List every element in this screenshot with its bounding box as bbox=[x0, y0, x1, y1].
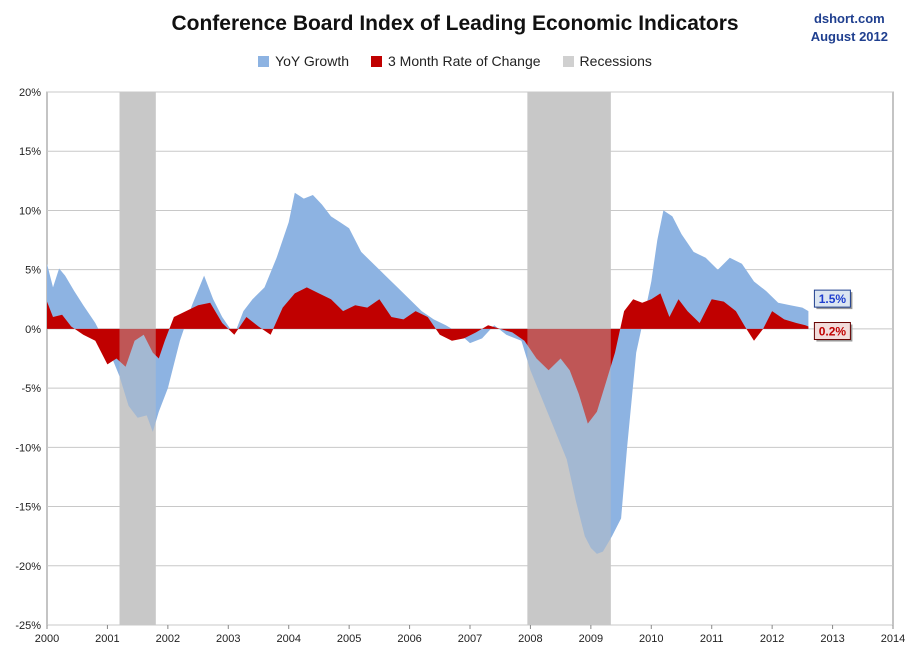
source-date: August 2012 bbox=[810, 29, 888, 44]
source-credit: dshort.com August 2012 bbox=[811, 10, 888, 46]
x-tick-label: 2011 bbox=[700, 633, 724, 645]
y-tick-label: -15% bbox=[15, 502, 41, 514]
x-tick-label: 2008 bbox=[518, 633, 542, 645]
x-tick-label: 2004 bbox=[276, 633, 300, 645]
x-tick-label: 2001 bbox=[95, 633, 119, 645]
recession-overlay bbox=[119, 92, 156, 625]
legend-item-yoy: YoY Growth bbox=[258, 53, 349, 69]
y-tick-label: 15% bbox=[19, 146, 41, 158]
legend-label-yoy: YoY Growth bbox=[275, 53, 349, 69]
y-tick-label: 10% bbox=[19, 205, 41, 217]
x-tick-label: 2006 bbox=[397, 633, 421, 645]
x-tick-label: 2012 bbox=[760, 633, 784, 645]
y-tick-label: 20% bbox=[19, 87, 41, 99]
y-tick-label: 0% bbox=[25, 324, 41, 336]
source-site: dshort.com bbox=[813, 11, 885, 26]
y-tick-label: -25% bbox=[15, 620, 41, 632]
x-tick-label: 2010 bbox=[639, 633, 663, 645]
legend-item-3month: 3 Month Rate of Change bbox=[371, 53, 541, 69]
x-tick-label: 2005 bbox=[337, 633, 361, 645]
y-tick-label: -20% bbox=[15, 561, 41, 573]
chart-title: Conference Board Index of Leading Econom… bbox=[171, 12, 739, 35]
legend-label-3month: 3 Month Rate of Change bbox=[388, 53, 541, 69]
x-tick-label: 2007 bbox=[458, 633, 482, 645]
plot-area bbox=[46, 91, 894, 626]
y-tick-label: -5% bbox=[21, 383, 41, 395]
recession-overlay bbox=[527, 92, 611, 625]
legend-swatch-yoy bbox=[258, 55, 270, 67]
x-tick-label: 2014 bbox=[881, 633, 905, 645]
y-tick-label: 5% bbox=[25, 265, 41, 277]
x-tick-label: 2009 bbox=[579, 633, 603, 645]
x-tick-label: 2013 bbox=[820, 633, 844, 645]
callout-yoy-label: 1.5% bbox=[819, 292, 847, 306]
callout-3month-box bbox=[813, 322, 851, 341]
x-tick-label: 2003 bbox=[216, 633, 240, 645]
legend-item-recessions: Recessions bbox=[562, 53, 652, 69]
legend-swatch-3month bbox=[371, 55, 382, 67]
chart-legend: YoY Growth 3 Month Rate of Change Recess… bbox=[0, 53, 910, 69]
y-tick-label: -10% bbox=[15, 442, 41, 454]
callout-3month-label: 0.2% bbox=[819, 325, 847, 339]
legend-swatch-recessions bbox=[562, 55, 574, 67]
x-tick-label: 2000 bbox=[35, 633, 59, 645]
callout-yoy-box bbox=[813, 289, 851, 308]
legend-label-recessions: Recessions bbox=[579, 53, 652, 69]
x-tick-label: 2002 bbox=[156, 633, 180, 645]
series-area-yoy-growth bbox=[47, 192, 809, 554]
